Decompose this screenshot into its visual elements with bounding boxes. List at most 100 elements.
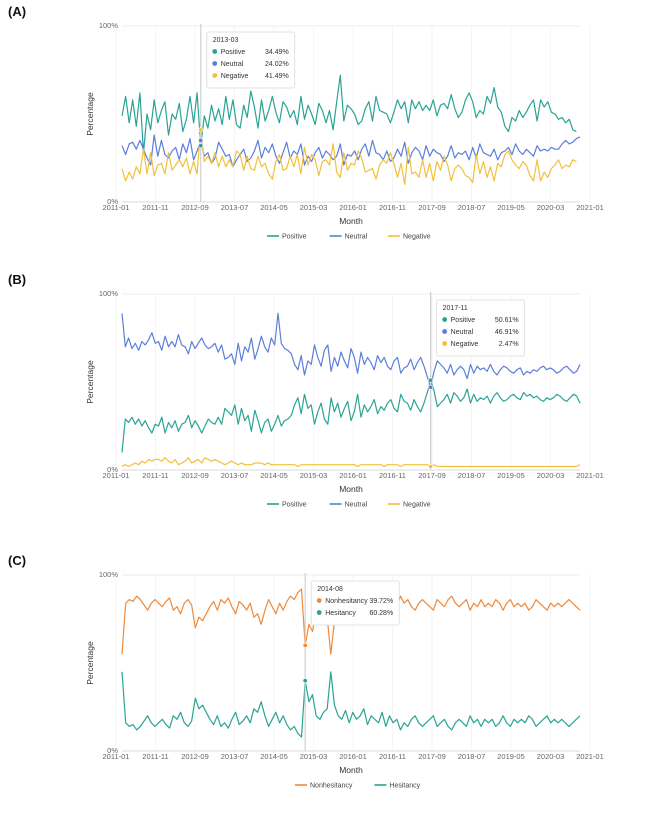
chart-panel-b: (B) 2011-01 2011-11 2012-09 2013-07 2014-05 2… (0, 268, 666, 534)
x-tick-label: 2020-03 (537, 203, 565, 212)
line-chart-a[interactable]: 2011-01 2011-11 2012-09 2013-07 2014-05 2015-… (0, 0, 666, 266)
chart-panel-a: (A) 2011-01 2011-11 2012-09 2013-07 2014-05 2… (0, 0, 666, 266)
x-tick-label: 2017-09 (418, 203, 446, 212)
y-tick-label: 100% (99, 289, 119, 298)
x-tick-label: 2013-07 (221, 203, 249, 212)
tooltip-series-label: Positive (451, 317, 476, 324)
series-line-hesitancy (121, 671, 581, 738)
legend-label: Negative (403, 502, 431, 509)
legend-label: Positive (282, 502, 307, 509)
panel-label: (B) (8, 272, 27, 287)
y-axis-title: Percentage (85, 360, 95, 404)
hover-marker-positive (428, 377, 434, 383)
tooltip-dot (442, 329, 448, 334)
tooltip: 2014-08 Nonhesitancy 39.72% Hesitancy 60.28% (310, 580, 400, 626)
x-tick-label: 2016-11 (379, 752, 406, 761)
tooltip-series-value: 50.61% (495, 317, 519, 324)
x-tick-label: 2016-01 (339, 471, 367, 480)
tooltip-series-value: 41.49% (265, 73, 289, 80)
legend-label: Hesitancy (389, 783, 420, 790)
tooltip-series-label: Hesitancy (325, 610, 356, 617)
x-tick-label: 2011-11 (142, 752, 168, 761)
x-tick-label: 2020-03 (537, 471, 565, 480)
x-tick-label: 2016-11 (379, 471, 406, 480)
hover-marker-neutral (428, 384, 434, 390)
tooltip-series-label: Negative (451, 341, 479, 348)
x-tick-label: 2017-09 (418, 471, 446, 480)
hover-marker-neutral (198, 137, 204, 143)
tooltip-dot (212, 49, 218, 54)
tooltip-series-label: Positive (221, 49, 246, 56)
hover-marker-negative (198, 127, 204, 133)
tooltip: 2013-03 Positive 34.49% Neutral 24.02% Negati… (206, 31, 296, 89)
x-tick-label: 2018-07 (458, 471, 486, 480)
x-tick-label: 2021-01 (576, 203, 604, 212)
series-line-neutral (121, 312, 581, 388)
x-tick-label: 2011-11 (142, 471, 168, 480)
legend-label: Nonhesitancy (310, 783, 353, 790)
tooltip-dot (442, 317, 448, 322)
tooltip-dot (316, 610, 322, 615)
x-tick-label: 2019-05 (497, 203, 525, 212)
x-tick-label: 2016-01 (339, 752, 367, 761)
y-tick-label: 100% (99, 570, 119, 579)
series-line-positive (121, 379, 581, 453)
tooltip-month: 2013-03 (213, 37, 239, 44)
hover-marker-hesitancy (302, 678, 308, 684)
panel-label: (C) (8, 553, 27, 568)
tooltip-month: 2017-11 (443, 305, 468, 312)
tooltip-series-label: Negative (221, 73, 249, 80)
y-tick-label: 100% (99, 21, 119, 30)
tooltip-box (436, 299, 526, 357)
line-chart-b[interactable]: 2011-01 2011-11 2012-09 2013-07 2014-05 2015-… (0, 268, 666, 534)
series-line-negative (121, 457, 581, 468)
x-tick-label: 2013-07 (221, 752, 249, 761)
legend-label: Negative (403, 234, 431, 241)
x-tick-label: 2011-01 (103, 752, 130, 761)
tooltip-box (206, 31, 296, 89)
x-tick-label: 2018-07 (458, 752, 486, 761)
legend: Nonhesitancy Hesitancy (295, 783, 421, 790)
series-line-neutral (121, 134, 581, 168)
x-tick-label: 2020-03 (537, 752, 565, 761)
tooltip: 2017-11 Positive 50.61% Neutral 46.91% Negati… (436, 299, 526, 357)
tooltip-box (310, 580, 400, 626)
tooltip-series-value: 46.91% (495, 329, 519, 336)
x-tick-label: 2014-05 (260, 471, 288, 480)
panel-label: (A) (8, 4, 27, 19)
tooltip-dot (212, 73, 218, 78)
legend: Positive Neutral Negative (267, 502, 431, 509)
line-chart-c[interactable]: 2011-01 2011-11 2012-09 2013-07 2014-05 2015-… (0, 549, 666, 815)
x-axis-title: Month (339, 765, 363, 775)
x-tick-label: 2016-11 (379, 203, 406, 212)
x-tick-label: 2011-01 (103, 203, 130, 212)
tooltip-series-value: 39.72% (369, 598, 393, 605)
y-axis-title: Percentage (85, 92, 95, 136)
x-tick-label: 2015-03 (300, 471, 328, 480)
tooltip-series-value: 34.49% (265, 49, 289, 56)
x-tick-label: 2012-09 (181, 752, 209, 761)
x-tick-label: 2015-03 (300, 752, 328, 761)
tooltip-series-value: 60.28% (369, 610, 393, 617)
x-tick-label: 2012-09 (181, 471, 209, 480)
x-tick-label: 2021-01 (576, 471, 604, 480)
tooltip-month: 2014-08 (317, 586, 343, 593)
tooltip-series-value: 24.02% (265, 61, 289, 68)
tooltip-dot (442, 341, 448, 346)
y-tick-label: 0% (107, 746, 118, 755)
hover-marker-negative (428, 463, 434, 469)
x-tick-label: 2016-01 (339, 203, 367, 212)
x-axis-title: Month (339, 216, 363, 226)
series-line-positive (121, 74, 577, 154)
x-tick-label: 2018-07 (458, 203, 486, 212)
tooltip-dot (212, 61, 218, 66)
x-tick-label: 2011-11 (142, 203, 168, 212)
x-tick-label: 2011-01 (103, 471, 130, 480)
hover-marker-nonhesitancy (302, 642, 308, 648)
x-tick-label: 2014-05 (260, 203, 288, 212)
tooltip-series-label: Neutral (221, 61, 244, 68)
hover-marker-positive (198, 143, 204, 149)
series-line-negative (121, 129, 577, 185)
tooltip-dot (316, 598, 322, 603)
x-tick-label: 2019-05 (497, 752, 525, 761)
